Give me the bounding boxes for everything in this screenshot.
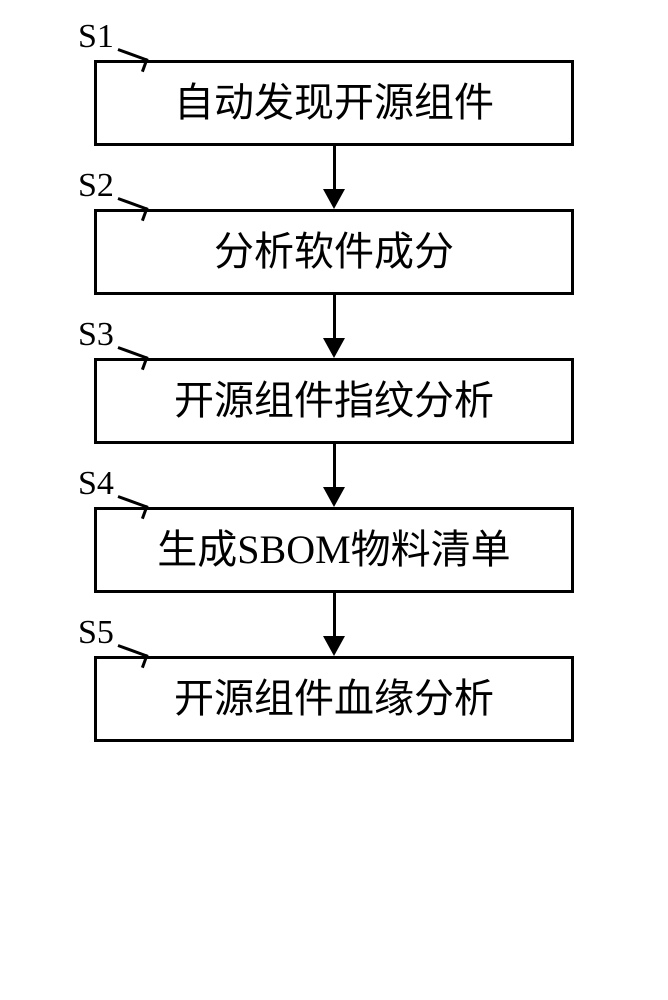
arrow-s4-s5 — [323, 593, 345, 656]
step-box-s5: 开源组件血缘分析 — [94, 656, 574, 742]
step-text-s1: 自动发现开源组件 — [174, 81, 494, 125]
step-label-s3: S3 — [78, 316, 114, 354]
arrow-s3-s4 — [323, 444, 345, 507]
flowchart: S1 自动发现开源组件 S2 分析软件成分 S3 开源组件指纹分析 — [94, 60, 574, 742]
arrow-line — [333, 593, 336, 637]
step-label-s5: S5 — [78, 614, 114, 652]
arrow-line — [333, 444, 336, 488]
step-s4: S4 生成SBOM物料清单 — [94, 507, 574, 593]
arrow-head-icon — [323, 189, 345, 209]
step-label-s1: S1 — [78, 18, 114, 56]
step-s1: S1 自动发现开源组件 — [94, 60, 574, 146]
arrow-line — [333, 295, 336, 339]
step-text-s5: 开源组件血缘分析 — [174, 677, 494, 721]
arrow-head-icon — [323, 636, 345, 656]
step-text-s4: 生成SBOM物料清单 — [157, 528, 510, 572]
canvas: S1 自动发现开源组件 S2 分析软件成分 S3 开源组件指纹分析 — [0, 0, 668, 1000]
step-box-s1: 自动发现开源组件 — [94, 60, 574, 146]
step-s5: S5 开源组件血缘分析 — [94, 656, 574, 742]
arrow-head-icon — [323, 338, 345, 358]
step-box-s4: 生成SBOM物料清单 — [94, 507, 574, 593]
step-label-s2: S2 — [78, 167, 114, 205]
arrow-line — [333, 146, 336, 190]
step-label-s4: S4 — [78, 465, 114, 503]
step-text-s2: 分析软件成分 — [214, 230, 454, 274]
step-s2: S2 分析软件成分 — [94, 209, 574, 295]
step-box-s2: 分析软件成分 — [94, 209, 574, 295]
step-s3: S3 开源组件指纹分析 — [94, 358, 574, 444]
arrow-s2-s3 — [323, 295, 345, 358]
step-text-s3: 开源组件指纹分析 — [174, 379, 494, 423]
step-box-s3: 开源组件指纹分析 — [94, 358, 574, 444]
arrow-s1-s2 — [323, 146, 345, 209]
arrow-head-icon — [323, 487, 345, 507]
